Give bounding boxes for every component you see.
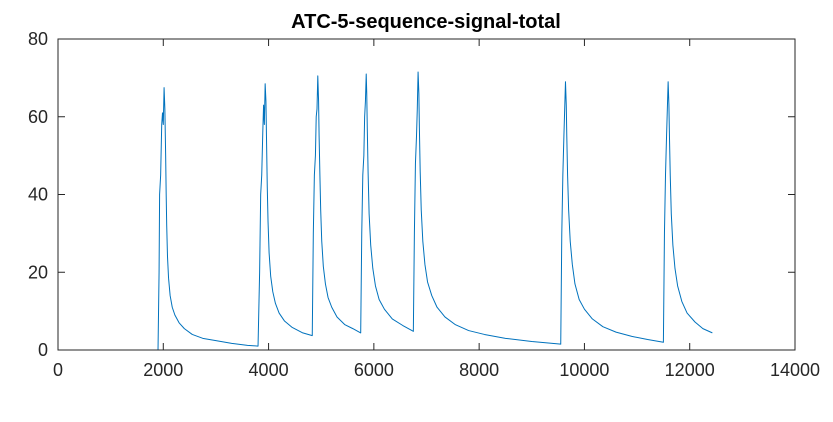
y-tick-label: 80 (28, 29, 48, 49)
x-tick-label: 12000 (665, 360, 715, 380)
x-tick-label: 6000 (354, 360, 394, 380)
x-tick-label: 4000 (249, 360, 289, 380)
y-tick-label: 0 (38, 340, 48, 360)
y-tick-label: 20 (28, 262, 48, 282)
x-tick-label: 14000 (770, 360, 820, 380)
x-tick-label: 2000 (143, 360, 183, 380)
x-tick-label: 8000 (459, 360, 499, 380)
y-tick-label: 40 (28, 185, 48, 205)
ticks-layer: 0 2000 4000 6000 8000 10000 12000 14000 0 20 40 60 8… (28, 29, 820, 380)
x-tick-label: 10000 (559, 360, 609, 380)
plot-area (58, 39, 795, 350)
series-line-1 (58, 71, 713, 351)
series-layer (58, 71, 713, 351)
y-tick-label: 60 (28, 107, 48, 127)
x-tick-label: 0 (53, 360, 63, 380)
chart-title: ATC-5-sequence-signal-total (291, 11, 561, 33)
